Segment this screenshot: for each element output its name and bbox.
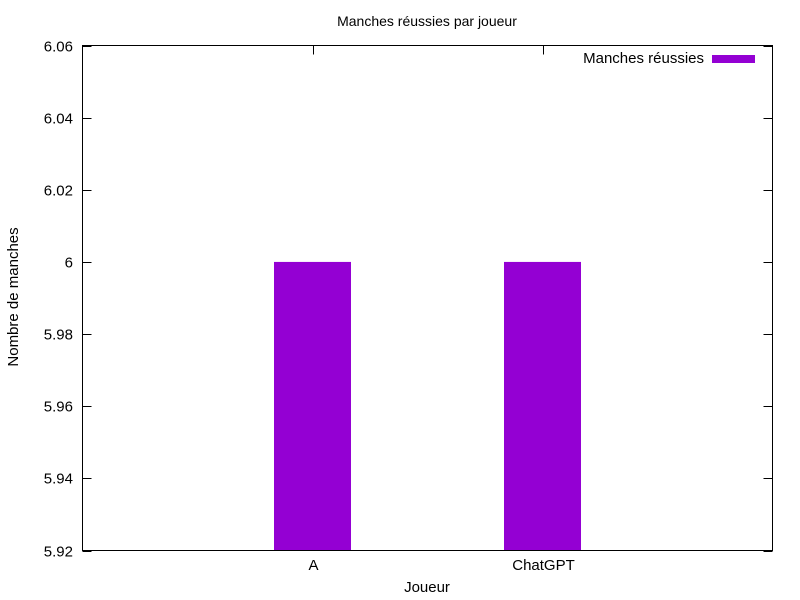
y-tick-label: 6.04 [44, 111, 73, 128]
x-tick-label: A [308, 557, 318, 574]
bars [274, 261, 581, 551]
legend-swatch [712, 55, 755, 63]
legend-label: Manches réussies [583, 50, 704, 67]
y-tick-label: 5.96 [44, 399, 73, 416]
y-axis-label: Nombre de manches [5, 227, 22, 366]
y-tick-label: 6.06 [44, 39, 73, 56]
x-tick-label: ChatGPT [512, 557, 575, 574]
y-tick-label: 5.94 [44, 471, 73, 488]
y-axis: 5.92 5.94 5.96 5.98 6 6.02 6.04 6.06 [44, 39, 773, 561]
bar-chatgpt [504, 261, 581, 551]
chart-title: Manches réussies par joueur [337, 13, 517, 29]
bar-a [274, 261, 351, 551]
legend: Manches réussies [583, 50, 755, 67]
plot-frame [82, 45, 773, 551]
y-tick-label: 5.92 [44, 544, 73, 561]
y-tick-label: 6 [65, 255, 73, 272]
y-tick-label: 5.98 [44, 327, 73, 344]
y-tick-label: 6.02 [44, 183, 73, 200]
x-axis-label: Joueur [404, 579, 450, 596]
